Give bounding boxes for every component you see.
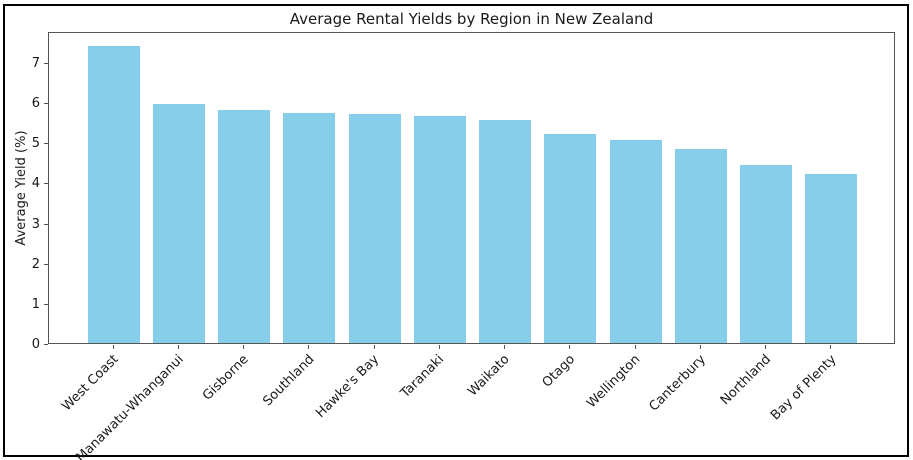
bar-southland [283,112,336,343]
bar-waikato [479,119,532,343]
plot-area [48,32,895,344]
y-axis-tick-label: 5 [31,136,40,152]
x-axis-tick-mark [634,345,636,349]
x-axis-tick-mark [569,345,571,349]
bar-canterbury [674,148,727,343]
x-axis-tick-mark [177,345,179,349]
x-axis-tick-mark [438,345,440,349]
y-axis-tick-label: 1 [31,296,40,312]
x-axis-tick-mark [112,345,114,349]
y-axis-tick-mark [44,143,48,145]
bar-gisborne [218,110,271,343]
bar-northland [740,164,793,343]
y-axis-tick-mark [44,223,48,225]
y-axis-tick-label: 7 [31,55,40,71]
y-axis-tick-mark [44,103,48,105]
x-axis-tick-mark [243,345,245,349]
y-axis-tick-label: 3 [31,216,40,232]
bar-bay-of-plenty [805,173,858,343]
x-axis-tick-mark [373,345,375,349]
y-axis-tick-mark [44,344,48,345]
y-axis-tick-label: 2 [31,256,40,272]
bar-taranaki [413,115,466,343]
chart-title: Average Rental Yields by Region in New Z… [289,10,654,28]
x-axis-tick-mark [830,345,832,349]
y-axis-tick-mark [44,62,48,64]
y-axis-tick-label: 4 [31,176,40,192]
y-axis-tick-mark [44,263,48,265]
y-axis-tick-mark [44,183,48,185]
bar-west-coast [87,45,140,343]
bar-manawatu-whanganui [152,104,205,343]
bar-wellington [609,139,662,343]
y-axis-tick-label: 6 [31,96,40,112]
bar-otago [544,133,597,343]
x-axis-tick-mark [504,345,506,349]
x-axis-tick-mark [765,345,767,349]
y-axis-tick-label: 0 [31,337,40,352]
x-axis-tick-mark [699,345,701,349]
x-axis-tick-mark [308,345,310,349]
bar-hawke-s-bay [348,114,401,343]
y-axis-tick-mark [44,303,48,305]
